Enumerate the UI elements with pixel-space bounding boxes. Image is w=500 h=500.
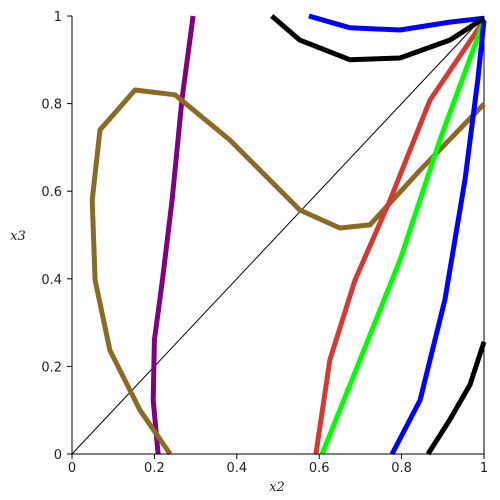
curves <box>71 13 487 456</box>
y-axis-title: x3 <box>10 229 26 244</box>
x-axis-title: x2 <box>269 480 285 495</box>
curve <box>425 341 487 456</box>
curve <box>319 19 487 455</box>
y-tick-label: 0.6 <box>41 185 62 200</box>
curve <box>389 20 487 456</box>
y-tick-label: 0.4 <box>41 273 62 288</box>
y-tick-label: 0 <box>54 448 62 463</box>
curve <box>270 14 486 63</box>
curve <box>150 15 196 455</box>
curve <box>89 87 486 456</box>
x-tick-label: 0.2 <box>144 461 165 476</box>
y-tick-label: 0.8 <box>41 98 62 113</box>
x-tick-label: 0.4 <box>226 461 247 476</box>
x-tick-label: 0 <box>68 461 76 476</box>
y-tick-label: 0.2 <box>41 360 62 375</box>
x-tick-label: 0.8 <box>391 461 412 476</box>
x-tick-label: 1 <box>480 461 488 476</box>
x-tick-label: 0.6 <box>309 461 330 476</box>
curve <box>313 18 487 455</box>
y-tick-label: 1 <box>54 10 62 25</box>
curve <box>71 15 485 455</box>
curve <box>308 13 485 33</box>
